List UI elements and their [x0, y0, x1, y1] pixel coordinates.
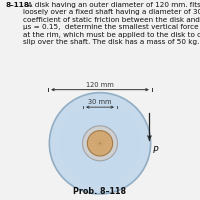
Circle shape	[75, 118, 125, 169]
Text: 120 mm: 120 mm	[86, 81, 114, 87]
Circle shape	[49, 93, 151, 194]
Circle shape	[87, 131, 113, 156]
Text: Prob. 8–118: Prob. 8–118	[73, 186, 127, 195]
Circle shape	[49, 93, 151, 194]
Text: 8–118.: 8–118.	[6, 2, 33, 8]
Circle shape	[83, 126, 117, 161]
Text: P: P	[152, 145, 158, 154]
Circle shape	[83, 127, 117, 160]
Circle shape	[58, 102, 142, 186]
Text: 30 mm: 30 mm	[88, 99, 112, 105]
Text: A disk having an outer diameter of 120 mm. fits
loosely over a fixed shaft havin: A disk having an outer diameter of 120 m…	[23, 2, 200, 45]
Circle shape	[66, 110, 134, 177]
Circle shape	[92, 135, 108, 152]
